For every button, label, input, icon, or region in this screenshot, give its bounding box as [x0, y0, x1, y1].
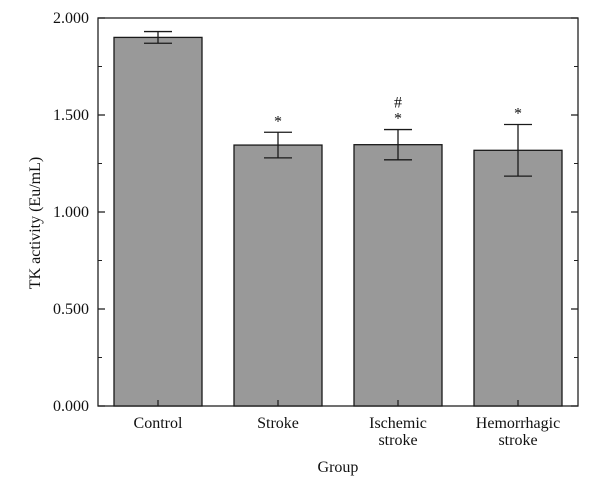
y-axis-label: TK activity (Eu/mL)	[27, 157, 44, 289]
significance-mark: *	[514, 106, 522, 123]
bar	[353, 144, 443, 407]
bar	[473, 149, 563, 407]
x-tick-label: Hemorrhagic	[476, 415, 560, 432]
bar	[113, 36, 203, 407]
x-tick-label: stroke	[498, 432, 537, 449]
y-tick-label: 1.500	[53, 107, 89, 124]
x-tick-label: Ischemic	[369, 415, 427, 432]
y-tick-label: 0.500	[53, 301, 89, 318]
y-tick-label: 2.000	[53, 10, 89, 27]
y-tick-label: 1.000	[53, 204, 89, 221]
significance-mark: *	[274, 113, 282, 130]
x-tick-label: Control	[134, 415, 183, 432]
x-axis-label: Group	[318, 459, 359, 476]
significance-mark: *	[394, 111, 402, 128]
chart-marks: 0.000 0.500 1.000 1.500 2.000 Control * Stroke *…	[53, 10, 579, 449]
significance-mark: #	[394, 95, 402, 112]
y-tick-label: 0.000	[53, 398, 89, 415]
x-tick-label: Stroke	[257, 415, 299, 432]
x-tick-label: stroke	[378, 432, 417, 449]
bar	[233, 144, 323, 407]
